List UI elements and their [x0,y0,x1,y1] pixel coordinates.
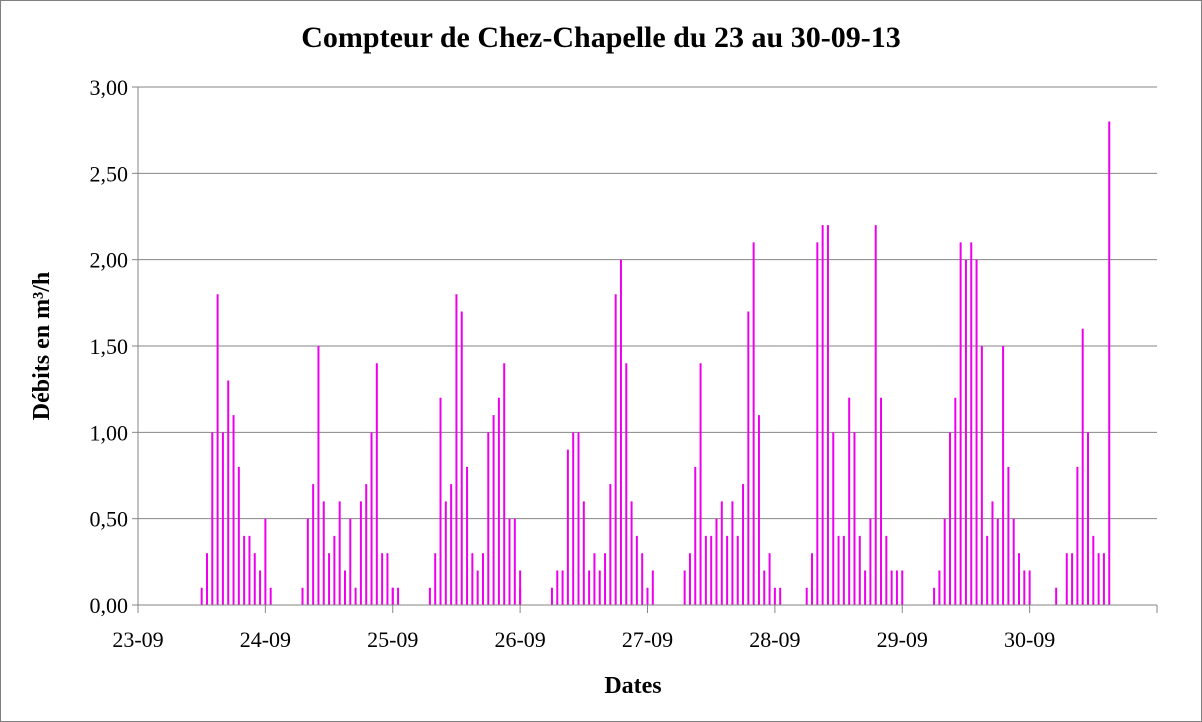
x-tick-label: 29-09 [877,627,928,652]
x-tick-labels: 23-09 24-09 25-09 26-09 27-09 28-09 29-09 30-09 [112,627,1055,652]
y-tick-label: 0,00 [90,593,129,618]
bars [200,121,1111,605]
y-tick-label: 2,00 [90,248,129,273]
x-axis-title: Dates [604,673,661,699]
x-tick-label: 27-09 [622,627,673,652]
x-tick-label: 24-09 [240,627,291,652]
x-tick-label: 23-09 [112,627,163,652]
x-tick-label: 26-09 [494,627,545,652]
y-tick-label: 1,00 [90,420,129,445]
y-tick-label: 1,50 [90,334,129,359]
y-tick-labels: 0,00 0,50 1,00 1,50 2,00 2,50 3,00 [90,75,129,618]
chart-title: Compteur de Chez-Chapelle du 23 au 30-09… [301,21,900,54]
axes [137,87,1158,613]
y-tick-label: 3,00 [90,75,129,100]
x-tick-label: 28-09 [749,627,800,652]
x-tick-label: 25-09 [367,627,418,652]
x-tick-label: 30-09 [1004,627,1055,652]
y-axis-title: Débits en m³/h [29,272,55,421]
y-tick-label: 0,50 [90,507,129,532]
y-tick-label: 2,50 [90,161,129,186]
